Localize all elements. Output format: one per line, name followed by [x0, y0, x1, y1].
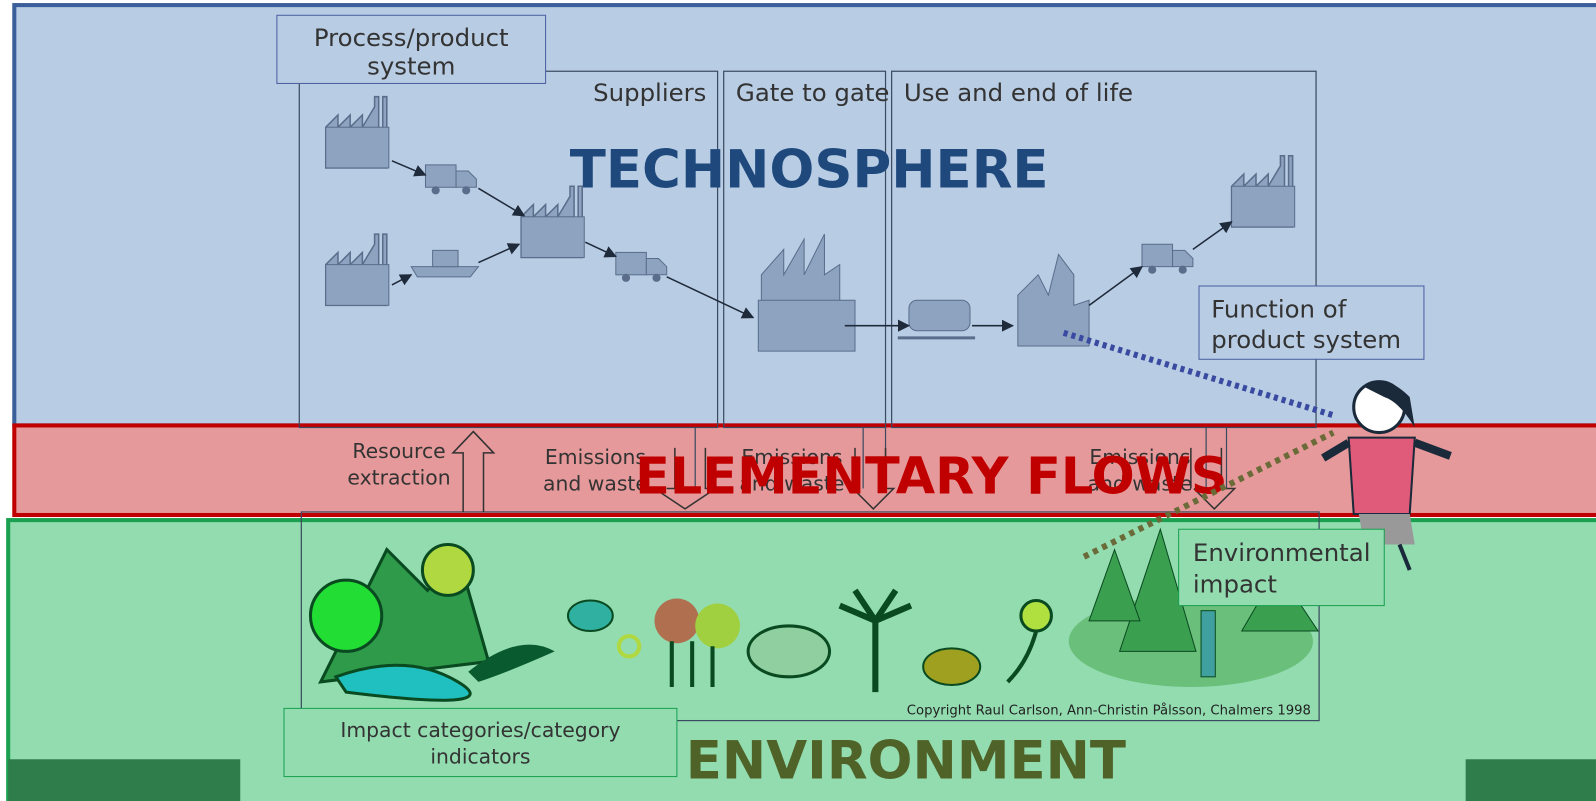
line: Environmental	[1193, 538, 1371, 567]
stage-label: Use and end of life	[904, 78, 1133, 107]
diagram: Process/productsystem Suppliers Gate to …	[0, 0, 1596, 801]
line: Function of	[1211, 295, 1347, 324]
zone-title: ENVIRONMENT	[686, 731, 1126, 792]
corner-deco	[8, 759, 240, 801]
corner-deco	[1466, 759, 1596, 801]
technosphere-band	[14, 5, 1596, 425]
line: product system	[1211, 325, 1401, 354]
stage-label: Gate to gate	[736, 78, 890, 107]
zone-title: TECHNOSPHERE	[570, 139, 1049, 200]
line: and waste	[543, 472, 648, 496]
line: impact	[1193, 569, 1277, 598]
line: Emissions	[545, 445, 646, 469]
line: indicators	[430, 744, 530, 768]
stage-label: Suppliers	[593, 78, 706, 107]
page: {"zones":{"technosphere":"TECHNOSPHERE",…	[0, 0, 1596, 801]
line: Impact categories/category	[340, 718, 620, 742]
copyright: Copyright Raul Carlson, Ann-Christin Pål…	[907, 701, 1311, 718]
line: system	[367, 51, 455, 80]
line: Process/product	[314, 23, 509, 52]
line: Resource	[352, 439, 445, 463]
line: extraction	[347, 465, 450, 489]
zone-title: ELEMENTARY FLOWS	[635, 447, 1227, 506]
